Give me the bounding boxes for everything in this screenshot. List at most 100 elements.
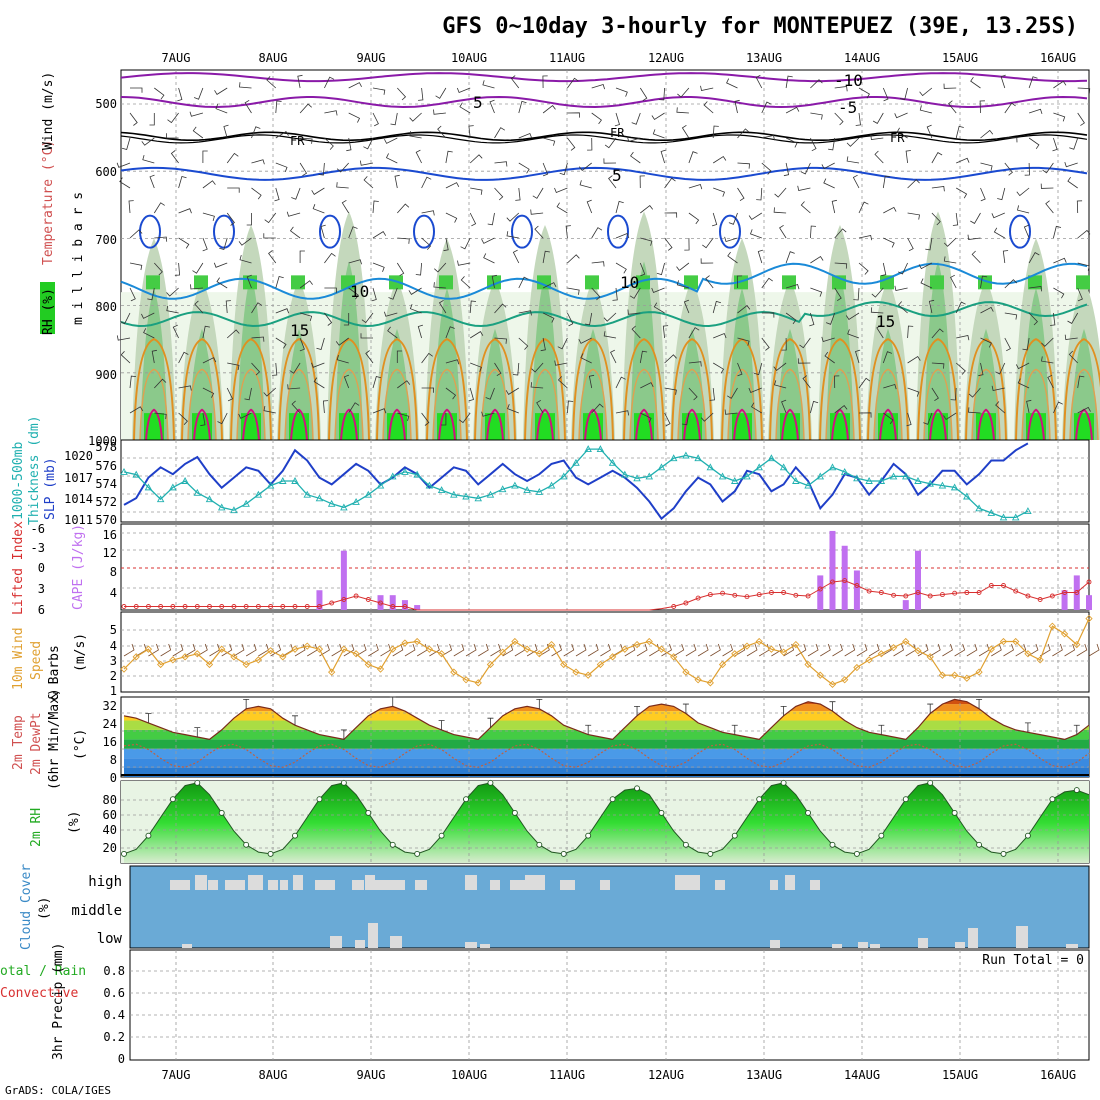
top-x-label: 9AUG	[357, 51, 386, 65]
wind-speed-point	[987, 645, 995, 653]
wind-barb	[785, 284, 800, 290]
wind-barb	[970, 212, 981, 224]
y-tick: 570	[95, 513, 117, 527]
wind-barb	[363, 137, 374, 150]
wind-barb	[421, 387, 434, 393]
wind-barb	[263, 233, 276, 239]
wind-barb	[397, 412, 410, 422]
thickness-marker	[498, 485, 507, 493]
wind-speed-point	[132, 653, 140, 661]
cape-bar	[829, 530, 836, 610]
y-tick: 0	[118, 1052, 125, 1066]
lifted-index-point	[390, 604, 396, 609]
lifted-index-point	[231, 604, 237, 609]
rh-column	[924, 261, 952, 440]
wind-barb	[980, 187, 986, 202]
wind-barb	[712, 300, 722, 314]
lifted-index-point	[255, 604, 261, 609]
cloud-bar-low	[858, 942, 868, 948]
precip-label: otal / Rain	[0, 964, 86, 979]
wind-speed-point	[584, 671, 592, 679]
wind-barb	[443, 237, 449, 252]
rh-point	[951, 809, 958, 816]
wind-speed-point	[535, 650, 543, 658]
contour-freezing	[120, 131, 1088, 142]
wind-barb	[141, 137, 155, 146]
wind-barb	[1028, 137, 1040, 150]
wind-barb	[384, 311, 398, 317]
wind-barb	[1077, 112, 1085, 126]
wind-barb	[178, 412, 188, 425]
wind-speed-point	[413, 637, 421, 646]
wind-barb	[372, 262, 385, 272]
wind-barb	[722, 643, 734, 657]
wind-barb	[348, 259, 362, 265]
rh-legend-swatch	[40, 282, 55, 334]
minmax-whisker	[731, 724, 738, 735]
wind-barb	[858, 87, 870, 99]
wind-speed-point	[499, 648, 507, 656]
lifted-index-point	[671, 604, 677, 609]
slp-thickness-panel: 578 576 574 572 570 1020 1017 1014 1011 …	[11, 415, 1090, 527]
wind-barb	[429, 643, 440, 657]
wind-barb	[512, 362, 520, 376]
wind-barb	[192, 126, 204, 139]
wind-barb	[1077, 262, 1090, 271]
wind-barb	[312, 204, 325, 214]
contour-20	[530, 368, 560, 441]
thickness-marker	[230, 506, 238, 514]
wind-barb	[264, 212, 277, 224]
minmax-whisker	[536, 698, 543, 709]
wind-speed-point	[950, 671, 959, 679]
wind-barb	[821, 162, 835, 170]
wind-speed-point	[1060, 630, 1069, 638]
lifted-index-point	[219, 604, 225, 609]
wind-barb	[970, 76, 981, 89]
wind-barb	[470, 362, 482, 372]
rh-column	[285, 328, 313, 440]
wind-barb	[956, 335, 970, 341]
thickness-marker	[279, 477, 287, 484]
minmax-whisker	[829, 701, 836, 712]
wind-barb	[270, 643, 282, 657]
wind-barb	[397, 380, 411, 389]
wind-barb	[727, 251, 738, 264]
wind-barb	[955, 301, 966, 314]
wind-barb	[737, 305, 751, 314]
wind-barb	[737, 362, 743, 377]
thickness-marker	[779, 463, 788, 471]
cape-bar	[817, 575, 824, 610]
cloud-bar-low	[480, 944, 490, 948]
wind-barb	[1024, 162, 1030, 176]
wind-speed-point	[157, 660, 165, 669]
wind-barb	[299, 337, 305, 352]
wind-barb	[469, 154, 483, 164]
y-tick: 6	[38, 603, 45, 617]
contour-25	[193, 408, 211, 441]
chart-title: GFS 0~10day 3-hourly for MONTEPUEZ (39E,…	[442, 14, 1078, 39]
thickness-marker	[657, 463, 666, 471]
wind-speed-point	[792, 640, 800, 649]
wind-barb	[128, 200, 134, 214]
wind-barb	[1004, 137, 1018, 143]
minmax-whisker	[389, 696, 396, 707]
rh-panel: 80 60 40 20 2m RH (%)	[29, 779, 1090, 864]
thickness-marker	[327, 499, 336, 507]
wind-barb	[154, 412, 167, 420]
wind-barb	[542, 282, 557, 289]
wind-barb	[773, 207, 787, 214]
wind-barb	[971, 250, 981, 264]
lifted-index-point	[353, 593, 359, 599]
wind-barb	[627, 309, 641, 315]
wind-barb	[856, 643, 868, 657]
contour-20	[775, 368, 805, 441]
y-tick: 574	[95, 477, 117, 491]
top-x-label: 13AUG	[746, 51, 782, 65]
wind-barb	[874, 150, 884, 164]
wind-barb	[219, 237, 228, 250]
grid	[130, 950, 1089, 1060]
lifted-index-point	[842, 578, 848, 584]
wind-barb	[661, 643, 672, 657]
wind-barb	[993, 227, 1005, 239]
thickness-marker	[132, 470, 140, 478]
